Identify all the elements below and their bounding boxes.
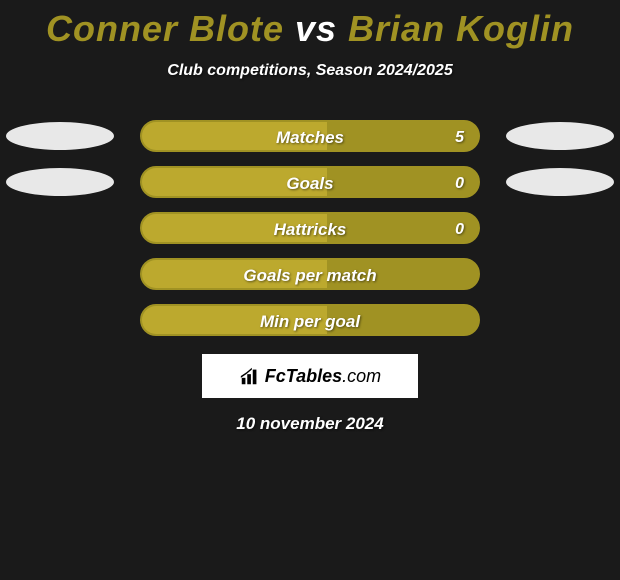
stat-value: 0 [455, 168, 464, 198]
stat-label: Matches [142, 122, 478, 152]
stat-bar: Min per goal [140, 304, 480, 336]
stat-label: Hattricks [142, 214, 478, 244]
player2-marker [506, 168, 614, 196]
stat-label: Goals [142, 168, 478, 198]
stat-row: Hattricks0 [0, 212, 620, 244]
stat-bar: Matches5 [140, 120, 480, 152]
stat-bar: Goals0 [140, 166, 480, 198]
page-title: Conner Blote vs Brian Koglin [0, 0, 620, 50]
comparison-chart: Matches5Goals0Hattricks0Goals per matchM… [0, 120, 620, 336]
stat-label: Min per goal [142, 306, 478, 336]
logo-suffix: .com [342, 366, 381, 386]
logo-main: FcTables [265, 366, 342, 386]
stat-row: Goals0 [0, 166, 620, 198]
title-player1: Conner Blote [46, 8, 284, 49]
title-player2: Brian Koglin [348, 8, 574, 49]
stat-row: Matches5 [0, 120, 620, 152]
player1-marker [6, 168, 114, 196]
title-vs: vs [284, 8, 348, 49]
logo-text: FcTables.com [265, 366, 381, 387]
player2-marker [506, 122, 614, 150]
logo: FcTables.com [239, 365, 381, 387]
stat-row: Min per goal [0, 304, 620, 336]
logo-box: FcTables.com [202, 354, 418, 398]
stat-bar: Goals per match [140, 258, 480, 290]
date-line: 10 november 2024 [0, 414, 620, 434]
stat-label: Goals per match [142, 260, 478, 290]
bar-chart-icon [239, 365, 261, 387]
stat-bar: Hattricks0 [140, 212, 480, 244]
subtitle: Club competitions, Season 2024/2025 [0, 62, 620, 80]
player1-marker [6, 122, 114, 150]
stat-value: 0 [455, 214, 464, 244]
stat-value: 5 [455, 122, 464, 152]
stat-row: Goals per match [0, 258, 620, 290]
